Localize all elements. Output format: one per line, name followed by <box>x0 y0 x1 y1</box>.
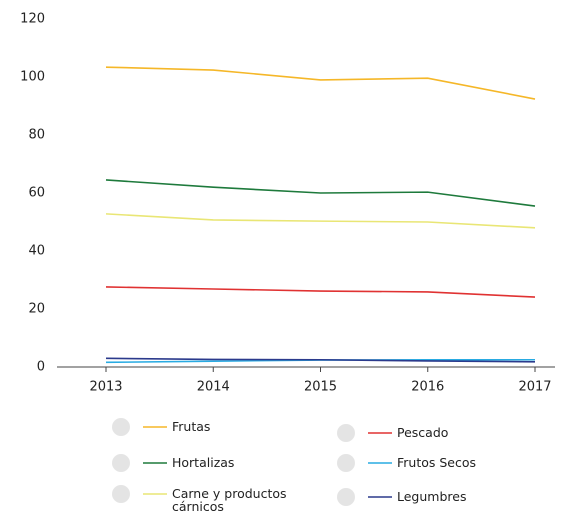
legend-label: Frutas <box>172 419 211 434</box>
legend-icon <box>112 418 130 436</box>
x-tick-label: 2014 <box>197 380 230 395</box>
series-line <box>105 213 536 229</box>
y-tick-label: 0 <box>37 360 45 375</box>
legend-icon <box>112 454 130 472</box>
y-tick-label: 80 <box>28 128 45 143</box>
x-tick-label: 2017 <box>518 380 551 395</box>
y-tick-label: 60 <box>28 186 45 201</box>
y-tick-label: 20 <box>28 302 45 317</box>
series-line <box>105 179 536 207</box>
legend-label: Hortalizas <box>172 455 235 470</box>
x-tick-label: 2013 <box>89 380 122 395</box>
legend-label: Carne y productos cárnicos <box>172 486 287 513</box>
legend-icon <box>337 488 355 506</box>
x-tick-label: 2016 <box>411 380 444 395</box>
legend-icon <box>337 424 355 442</box>
y-tick-label: 100 <box>20 70 45 85</box>
legend-icon <box>337 454 355 472</box>
legend-label: Pescado <box>397 425 449 440</box>
legend-icon <box>112 485 130 503</box>
y-tick-label: 120 <box>20 12 45 27</box>
series-line <box>105 66 536 100</box>
series-line <box>105 286 536 298</box>
legend-label: Frutos Secos <box>397 455 477 470</box>
series-line <box>105 357 536 363</box>
x-tick-label: 2015 <box>304 380 337 395</box>
y-tick-label: 40 <box>28 244 45 259</box>
legend-label: Legumbres <box>397 489 467 504</box>
